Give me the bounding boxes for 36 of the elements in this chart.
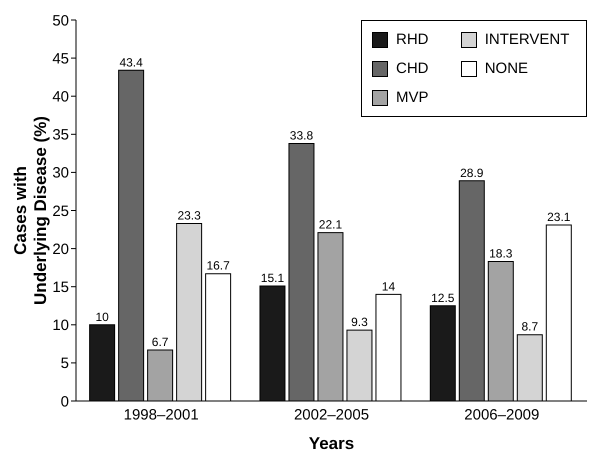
legend-label: NONE (484, 60, 528, 77)
y-tick-label: 45 (52, 50, 69, 68)
legend-label: CHD (396, 60, 428, 77)
data-label: 6.7 (152, 334, 169, 349)
data-label: 23.3 (177, 208, 202, 222)
data-label: 22.1 (318, 218, 342, 232)
y-tick-label: 10 (52, 317, 69, 334)
data-label: 15.1 (260, 270, 284, 285)
y-tick-label: 30 (52, 164, 69, 182)
data-label: 12.5 (431, 290, 455, 305)
data-label: 28.9 (460, 166, 484, 180)
x-tick-label: 2006–2009 (464, 406, 540, 424)
data-label: 10 (95, 310, 110, 324)
data-label: 18.3 (489, 246, 513, 261)
data-label: 23.1 (547, 210, 571, 224)
data-label: 8.7 (521, 320, 538, 334)
data-label: 9.3 (351, 315, 368, 330)
y-tick-label: 20 (52, 240, 69, 258)
y-axis-title: Cases with Underlying Disease (%) (11, 116, 50, 305)
x-tick-label: 2002–2005 (294, 406, 370, 424)
data-label: 43.4 (119, 55, 144, 70)
data-label: 16.7 (206, 258, 230, 273)
data-label: 33.8 (290, 128, 314, 142)
y-tick-label: 40 (52, 88, 69, 106)
y-tick-label: 25 (52, 202, 69, 220)
y-tick-label: 5 (60, 355, 69, 372)
data-label: 14 (382, 279, 396, 294)
y-tick-label: 15 (52, 279, 69, 296)
y-tick-label: 0 (60, 393, 69, 410)
legend-label: INTERVENT (484, 31, 570, 48)
x-axis-title: Years (308, 434, 354, 453)
y-tick-label: 50 (52, 12, 69, 30)
y-tick-label: 35 (52, 126, 69, 144)
legend-label: MVP (396, 89, 429, 106)
legend-label: RHD (396, 31, 428, 48)
x-tick-label: 1998–2001 (124, 406, 199, 424)
